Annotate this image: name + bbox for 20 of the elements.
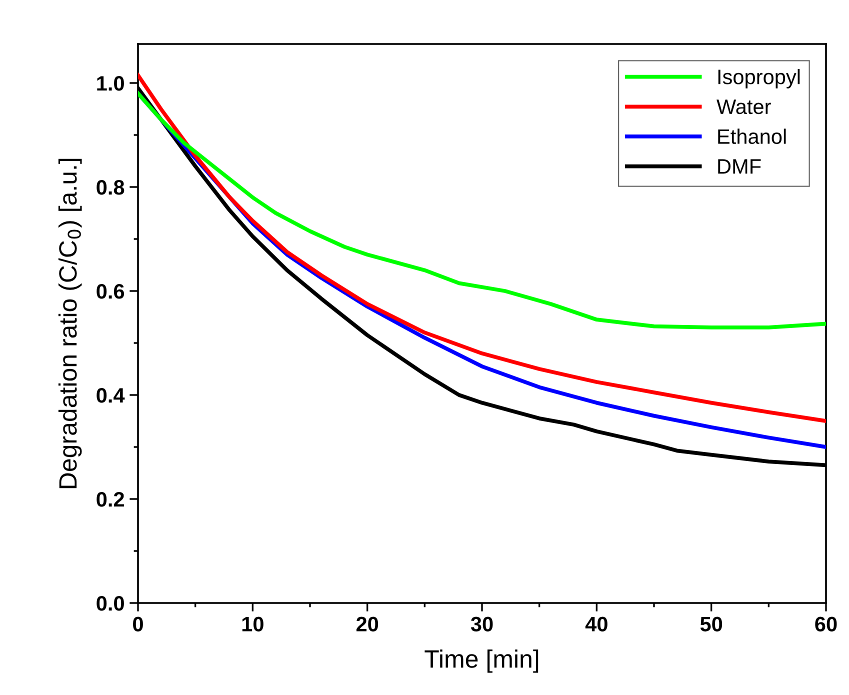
y-tick-label: 0.6	[96, 284, 124, 299]
y-tick-label: 0.4	[96, 388, 125, 403]
x-tick-label: 60	[815, 616, 837, 632]
legend-label: Ethanol	[718, 128, 786, 144]
x-tick-label: 50	[700, 616, 722, 632]
line-series	[138, 91, 826, 330]
legend-label: Isopropyl	[718, 69, 800, 88]
y-axis-title: Degradation ratio (C/C$_{0}$) [a.u.]	[58, 158, 82, 488]
y-tick-label: 0.0	[96, 596, 124, 611]
y-tick-label: 1.0	[97, 76, 124, 91]
x-axis-title: Time [min]	[424, 650, 538, 673]
x-tick-label: 10	[242, 616, 264, 632]
x-tick-label: 0	[133, 616, 143, 632]
x-tick-label: 40	[585, 616, 608, 632]
legend-label: DMF	[718, 159, 761, 174]
y-tick-label: 0.2	[96, 492, 124, 507]
x-tick-label: 20	[356, 616, 378, 632]
legend-label: Water	[716, 100, 771, 114]
y-tick-label: 0.8	[96, 180, 124, 195]
x-tick-label: 30	[470, 616, 493, 632]
